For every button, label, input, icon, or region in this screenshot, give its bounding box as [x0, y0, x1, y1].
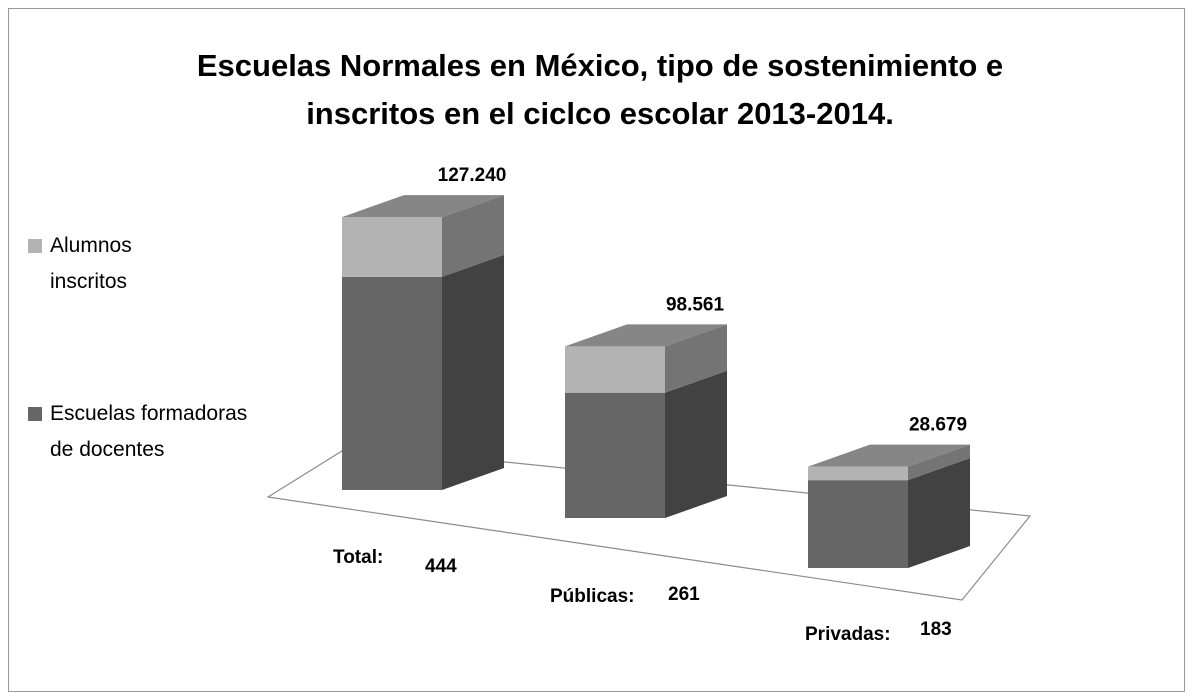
bar-top	[565, 324, 727, 347]
legend-swatch	[28, 239, 42, 253]
bar-segment	[565, 346, 665, 393]
bar-side-shade	[665, 370, 727, 518]
bar-side-shade	[442, 195, 504, 277]
bar-side-shade	[665, 324, 727, 393]
bar-segment	[565, 392, 665, 518]
value-label: 183	[920, 619, 952, 640]
bar-side-shade	[908, 444, 970, 481]
bar-side	[908, 444, 970, 481]
bar-top	[808, 444, 970, 467]
legend-label: Escuelas formadoras de docentes	[50, 402, 248, 461]
bar-segment	[342, 276, 442, 490]
bar-side	[665, 370, 727, 518]
bar-top	[342, 195, 504, 218]
value-label: 98.561	[666, 294, 725, 315]
legend-entry: Escuelas formadoras de docentes	[28, 396, 260, 468]
bar-side-shade	[908, 458, 970, 568]
legend-label: Alumnos inscritos	[50, 234, 132, 293]
value-label: 444	[425, 556, 457, 577]
value-label: 28.679	[909, 415, 967, 436]
bar-segment	[808, 466, 908, 481]
bar-top-shade	[565, 324, 727, 347]
value-label: 261	[668, 584, 700, 605]
bar-side	[442, 254, 504, 490]
bar-side	[442, 195, 504, 277]
bar-top-shade	[342, 195, 504, 218]
chart-title: Escuelas Normales en México, tipo de sos…	[196, 48, 1004, 131]
legend-entry: Alumnos inscritos	[28, 228, 200, 300]
bar-side	[665, 324, 727, 393]
bar-top-shade	[808, 444, 970, 467]
bar-side-shade	[442, 254, 504, 490]
bar-side	[908, 458, 970, 568]
bar-segment	[808, 480, 908, 568]
category-label: Públicas:	[550, 586, 634, 607]
category-label: Privadas:	[805, 624, 891, 645]
floor	[266, 445, 1032, 601]
legend-swatch	[28, 407, 42, 421]
bar-segment	[342, 217, 442, 277]
value-label: 127.240	[438, 165, 507, 186]
chart-frame	[8, 8, 1185, 692]
category-label: Total:	[333, 547, 383, 568]
